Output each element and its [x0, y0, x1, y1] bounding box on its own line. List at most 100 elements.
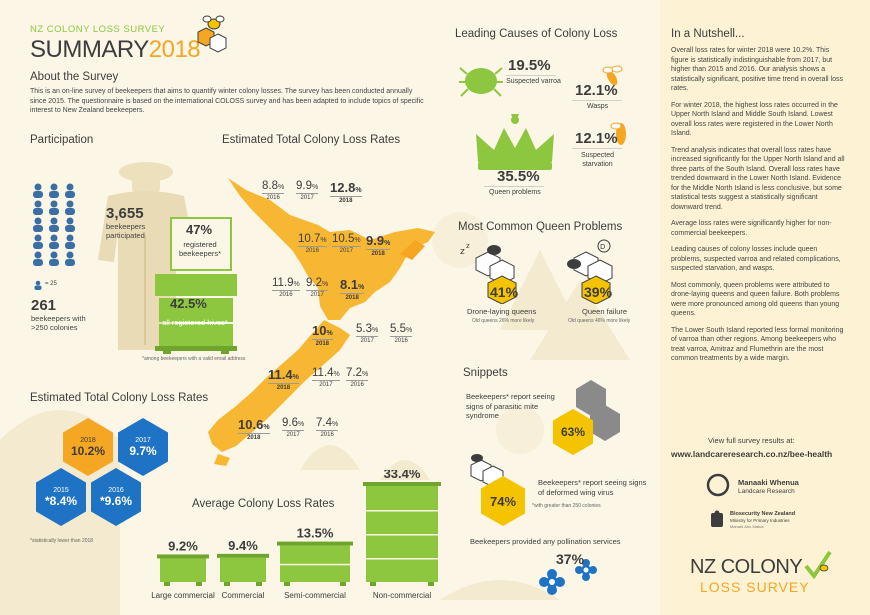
hex-2016-year: 2016	[108, 486, 124, 494]
map-rate-year: 2017	[310, 292, 324, 298]
hive-bars-icon	[155, 274, 237, 354]
drone-label: Drone-laying queens	[467, 307, 537, 316]
map-rate-number: 8.1	[340, 277, 359, 292]
hives-label: all registered hives*	[162, 318, 228, 327]
average-loss-chart: 9.2% Large commercial 9.4% Commercial 13.5% S…	[151, 470, 441, 600]
map-rate-2018: 8.1% 2018	[340, 277, 365, 301]
map-rate-number: 9.9	[366, 233, 385, 248]
map-rate-2017: 9.2% 2017	[306, 277, 329, 298]
bar-category-label: Semi-commercial	[284, 591, 346, 600]
nutshell-panel	[660, 0, 870, 615]
beekeepers-label: beekeepers participated	[106, 222, 146, 240]
map-rate-2016: 8.8% 2016	[262, 180, 285, 201]
total-loss-footnote: *statistically lower than 2018	[30, 538, 94, 544]
person-icon	[33, 251, 43, 266]
causes-heading: Leading Causes of Colony Loss	[455, 28, 618, 40]
varroa-rule	[506, 75, 556, 76]
map-rate-value: 10.5%	[332, 233, 361, 245]
pms-hex: 63%	[553, 409, 593, 455]
map-rate-2016: 11.9% 2016	[272, 277, 300, 298]
map-rate-rule	[330, 196, 362, 197]
map-rate-year: 2017	[300, 195, 314, 201]
map-rate-value: 5.3%	[356, 323, 378, 335]
map-rate-rule	[312, 339, 333, 340]
bar-foot	[196, 582, 202, 586]
map-rate-value: 12.8%	[330, 180, 362, 195]
map-rate-year: 2017	[360, 338, 374, 344]
page-title: SUMMARY2018	[30, 36, 201, 64]
people-icon-grid	[33, 183, 75, 266]
map-rate-year: 2016	[320, 432, 334, 438]
bar	[280, 545, 350, 582]
bar-foot	[164, 582, 170, 586]
map-rate-2017: 9.6% 2017	[282, 417, 305, 438]
failure-value: 39%	[584, 284, 613, 300]
map-rate-2018: 9.9% 2018	[366, 233, 391, 257]
bar-hive: 9.2% Large commercial	[151, 538, 215, 600]
bar-hive: 13.5% Semi-commercial	[277, 526, 353, 600]
person-icon	[33, 217, 43, 232]
map-rate-number: 10.7	[298, 233, 321, 245]
map-rate-number: 8.8	[262, 180, 278, 192]
participation-footnote: *among beekeepers with a valid email add…	[142, 356, 246, 362]
dwv-text: Beekeepers* report seeing signs of defor…	[538, 478, 647, 497]
map-rate-value: 10.7%	[298, 233, 327, 245]
map-rate-year: 2018	[371, 251, 385, 257]
large-beekeepers-count: 261	[31, 297, 57, 314]
map-rate-number: 9.2	[306, 277, 322, 289]
person-icon	[65, 200, 75, 215]
map-rate-pct: %	[312, 184, 319, 191]
starvation-icon	[610, 122, 626, 145]
map-rate-value: 11.4%	[268, 367, 299, 382]
nutshell-paragraph: Trend analysis indicates that overall lo…	[671, 146, 845, 211]
bar-foot	[428, 582, 434, 586]
drone-queen-icon: z z	[460, 242, 517, 304]
failure-label: Queen failure	[582, 307, 628, 316]
beekeepers-count: 3,655	[106, 205, 144, 222]
bnz-sub2: Manatū Ahu Matua	[730, 524, 764, 529]
map-rate-2016: 10.7% 2016	[298, 233, 327, 254]
map-rate-value: 11.9%	[272, 277, 300, 289]
bar-box-divider	[366, 534, 438, 536]
map-rate-value: 9.2%	[306, 277, 328, 289]
participation-heading: Participation	[30, 134, 94, 146]
map-rate-2017: 9.9% 2017	[296, 180, 319, 201]
map-rate-number: 5.3	[356, 323, 372, 335]
map-rate-pct: %	[298, 421, 305, 428]
map-rate-pct: %	[320, 237, 327, 244]
map-rate-pct: %	[355, 187, 362, 194]
map-rate-pct: %	[263, 424, 270, 431]
map-rate-year: 2017	[286, 432, 300, 438]
map-rate-pct: %	[293, 281, 300, 288]
map-rate-rule	[296, 193, 319, 194]
map-rate-value: 8.1%	[340, 277, 364, 292]
registered-label: registered beekeepers*	[178, 240, 222, 258]
nutshell-paragraphs: Overall loss rates for winter 2018 were …	[671, 46, 846, 371]
starvation-label: Suspected starvation	[580, 152, 615, 168]
map-rate-number: 11.4	[268, 367, 293, 382]
map-rate-year: 2016	[394, 338, 408, 344]
failure-note: Old queens 46% more likely	[568, 318, 631, 324]
results-url-link[interactable]: www.landcareresearch.co.nz/bee-health	[671, 449, 833, 459]
map-rate-rule	[366, 249, 391, 250]
bar-lid	[363, 482, 441, 486]
bnz-sub: Ministry for Primary Industries	[730, 518, 790, 523]
map-rate-value: 7.4%	[316, 417, 338, 429]
map-rate-value: 5.5%	[390, 323, 412, 335]
snippets-heading: Snippets	[463, 367, 508, 379]
map-rate-number: 7.4	[316, 417, 332, 429]
footer-logo-line2: LOSS SURVEY	[700, 579, 810, 595]
footer-check-icon	[804, 550, 832, 580]
person-icon	[33, 234, 43, 249]
map-rate-rule	[390, 336, 413, 337]
map-rate-number: 7.2	[346, 367, 362, 379]
bnz-name: Biosecurity New Zealand	[730, 511, 796, 517]
crown-icon	[476, 114, 554, 170]
mw-sub: Landcare Research	[738, 488, 795, 495]
map-rate-number: 10.6	[238, 417, 264, 432]
map-rate-pct: %	[384, 240, 391, 247]
map-rate-number: 10	[312, 323, 327, 338]
nutshell-paragraph: For winter 2018, the highest loss rates …	[671, 101, 838, 138]
pollination-value: 37%	[556, 551, 585, 567]
person-icon	[65, 234, 75, 249]
